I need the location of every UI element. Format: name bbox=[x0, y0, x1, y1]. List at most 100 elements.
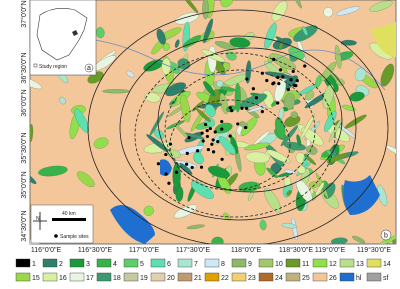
patch bbox=[186, 224, 205, 230]
sample-site bbox=[265, 78, 269, 83]
legend-label: 17 bbox=[86, 275, 94, 282]
legend-label: 1 bbox=[32, 261, 36, 268]
legend-label: 5 bbox=[140, 261, 144, 268]
panel-label: a bbox=[87, 65, 91, 72]
sample-site bbox=[289, 78, 293, 82]
legend-swatch bbox=[366, 258, 382, 268]
sample-site bbox=[281, 75, 285, 79]
latitude-label: 34°30'0"N bbox=[20, 210, 28, 241]
longitude-label: 119°0'0"E bbox=[315, 246, 346, 254]
patch bbox=[290, 111, 298, 119]
legend-label: 16 bbox=[59, 275, 67, 282]
patch bbox=[331, 237, 348, 244]
patch bbox=[218, 136, 236, 155]
patch bbox=[76, 171, 95, 188]
longitude-label: 117°0'0"E bbox=[129, 246, 160, 254]
legend-label: 12 bbox=[329, 261, 337, 268]
legend-swatch bbox=[177, 272, 193, 282]
patch bbox=[269, 53, 297, 70]
patch bbox=[295, 179, 313, 203]
patch bbox=[248, 191, 254, 201]
legend-swatch bbox=[258, 258, 274, 268]
legend-swatch bbox=[15, 272, 31, 282]
north-label: N bbox=[36, 216, 40, 222]
patch bbox=[303, 153, 317, 166]
sample-site bbox=[206, 147, 210, 152]
longitude-label: 117°30'0"E bbox=[176, 246, 210, 254]
latitude-label: 35°0'0"N bbox=[20, 171, 28, 198]
sample-site bbox=[210, 142, 214, 146]
legend-label: 7 bbox=[194, 261, 198, 268]
sample-site bbox=[201, 139, 205, 143]
longitude-label: 116°30'0"E bbox=[78, 246, 112, 254]
sample-site bbox=[228, 106, 232, 110]
patch bbox=[30, 124, 34, 143]
legend-swatch bbox=[339, 272, 355, 282]
legend-label: 18 bbox=[113, 275, 121, 282]
legend-label: 8 bbox=[221, 261, 225, 268]
ring bbox=[119, 35, 357, 221]
legend-label: 10 bbox=[275, 261, 283, 268]
inset-label: Study region bbox=[39, 64, 67, 70]
sample-site bbox=[272, 57, 276, 61]
patch bbox=[292, 0, 302, 9]
legend-swatch bbox=[150, 258, 166, 268]
patch bbox=[370, 22, 396, 57]
legend-swatch bbox=[285, 272, 301, 282]
sample-site bbox=[260, 71, 264, 75]
patch bbox=[324, 110, 337, 132]
lake bbox=[160, 159, 172, 176]
sample-site bbox=[277, 82, 281, 86]
patch bbox=[229, 37, 251, 48]
china-outline bbox=[36, 8, 88, 61]
legend-swatch bbox=[312, 258, 328, 268]
latitude-label: 35°30'0"N bbox=[20, 132, 28, 163]
patch bbox=[162, 43, 170, 51]
scale-bar bbox=[52, 218, 86, 221]
legend-label: sf bbox=[383, 275, 389, 282]
legend-label: 26 bbox=[329, 275, 337, 282]
sample-site bbox=[156, 162, 161, 166]
patch bbox=[126, 70, 135, 78]
patch bbox=[245, 151, 270, 164]
patch bbox=[175, 186, 184, 202]
legend-swatch bbox=[339, 258, 355, 268]
sample-site bbox=[204, 122, 208, 127]
legend-label: 14 bbox=[383, 261, 391, 268]
patch bbox=[279, 41, 284, 51]
north-arrow bbox=[33, 212, 47, 230]
patch bbox=[156, 28, 166, 45]
patch bbox=[205, 104, 216, 117]
lake bbox=[110, 205, 155, 244]
patch bbox=[211, 236, 224, 244]
patch bbox=[320, 61, 337, 82]
legend-swatch bbox=[204, 272, 220, 282]
legend-label: hl bbox=[356, 275, 362, 282]
patch bbox=[305, 90, 315, 101]
legend-swatch bbox=[96, 272, 112, 282]
inset-key bbox=[33, 63, 38, 68]
sample-site bbox=[240, 106, 244, 110]
legend-label: 22 bbox=[221, 275, 229, 282]
patch bbox=[384, 144, 396, 157]
sample-site bbox=[190, 165, 194, 170]
legend-label: 4 bbox=[113, 261, 117, 268]
legend-swatch bbox=[69, 258, 85, 268]
sample-site bbox=[174, 170, 179, 174]
patch bbox=[216, 80, 224, 88]
sample-site bbox=[185, 162, 189, 166]
sample-site bbox=[228, 134, 232, 138]
sample-site bbox=[243, 125, 248, 130]
sample-site bbox=[164, 172, 168, 176]
patch bbox=[263, 187, 281, 213]
legend-swatch bbox=[123, 258, 139, 268]
patch bbox=[172, 162, 181, 190]
water-bodies bbox=[34, 22, 396, 244]
patch bbox=[340, 39, 357, 46]
patch bbox=[352, 235, 366, 244]
ring bbox=[157, 47, 343, 193]
longitude-label: 116°0'0"E bbox=[31, 246, 62, 254]
sample-site bbox=[251, 87, 255, 91]
